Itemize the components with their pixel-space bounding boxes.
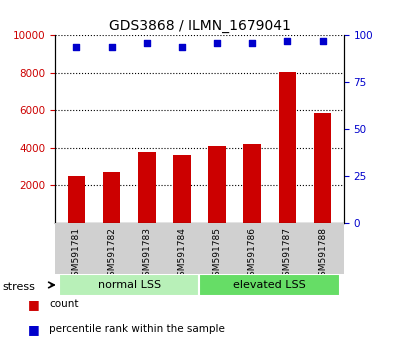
Text: GSM591786: GSM591786 (248, 227, 257, 282)
Point (214, 40, 220, 46)
Title: GDS3868 / ILMN_1679041: GDS3868 / ILMN_1679041 (109, 19, 290, 33)
Bar (59, 274, 199, 296)
Bar (68, 176, 85, 223)
Bar (103, 172, 120, 223)
Bar (278, 72, 296, 223)
Text: stress: stress (2, 282, 35, 292)
Point (179, 44, 185, 50)
Text: GSM591783: GSM591783 (142, 227, 151, 282)
Bar (199, 274, 340, 296)
Bar (243, 144, 261, 223)
Point (284, 38, 291, 44)
Text: ■: ■ (28, 298, 40, 311)
Point (320, 38, 326, 44)
Point (73, 44, 79, 50)
Text: percentile rank within the sample: percentile rank within the sample (49, 324, 225, 334)
Text: GSM591788: GSM591788 (318, 227, 327, 282)
Text: GSM591782: GSM591782 (107, 227, 116, 282)
Text: GSM591784: GSM591784 (177, 227, 186, 282)
Text: count: count (49, 299, 79, 309)
Point (108, 44, 115, 50)
Bar (173, 155, 191, 223)
Text: ■: ■ (28, 323, 40, 336)
Text: GSM591781: GSM591781 (72, 227, 81, 282)
Text: elevated LSS: elevated LSS (233, 280, 306, 290)
Bar (314, 113, 331, 223)
Text: normal LSS: normal LSS (98, 280, 161, 290)
Text: GSM591787: GSM591787 (283, 227, 292, 282)
Point (249, 40, 256, 46)
Text: GSM591785: GSM591785 (213, 227, 222, 282)
Bar (138, 152, 156, 223)
Point (143, 40, 150, 46)
Bar (208, 146, 226, 223)
